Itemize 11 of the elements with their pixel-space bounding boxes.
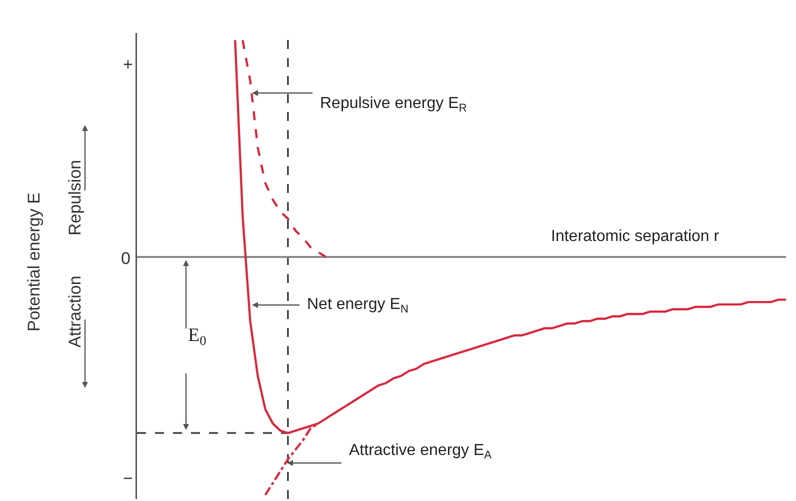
annotation: Net energy E$_{N}$ — [307, 296, 408, 316]
text: Attraction — [66, 276, 84, 348]
text: − — [123, 469, 133, 488]
x-axis-title: Interatomic separation r — [551, 228, 720, 245]
text: + — [123, 55, 133, 74]
annotation: Repulsive energy E$_{R}$ — [320, 95, 467, 114]
text: 0 — [121, 249, 130, 268]
annotation: Attractive energy E$_{A}$ — [349, 442, 492, 462]
text: Potential energy E — [24, 192, 44, 332]
text: Repulsion — [66, 160, 84, 236]
annotation: E$_{0}$ — [188, 325, 207, 348]
